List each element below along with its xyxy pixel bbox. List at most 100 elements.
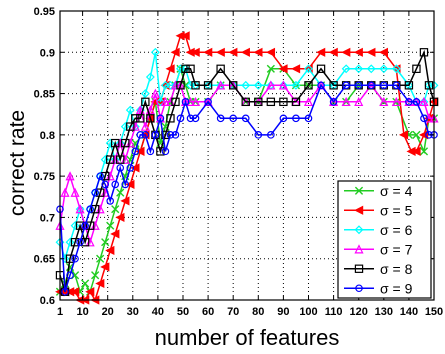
data-point-5-10 <box>106 155 115 164</box>
plot-frame <box>59 10 435 301</box>
data-point-6-32 <box>254 131 263 139</box>
data-point-3-35 <box>291 80 301 90</box>
data-point-3-14 <box>125 105 135 115</box>
y-tick-label-4: 0.8 <box>40 130 55 142</box>
data-point-6-31 <box>241 114 250 123</box>
data-point-5-35 <box>291 97 301 107</box>
data-point-3-13 <box>120 122 130 132</box>
x-tick-label-8: 80 <box>252 306 264 318</box>
data-point-5-3 <box>70 238 80 247</box>
x-tick-label-15: 150 <box>425 306 443 318</box>
x-tick-label-1: 10 <box>76 306 88 318</box>
data-point-2-6 <box>85 287 95 297</box>
data-point-6-35 <box>292 114 300 123</box>
legend-swatch-marker-3 <box>354 225 364 235</box>
legend-label-4: σ = 7 <box>380 241 413 257</box>
data-point-4-17 <box>140 121 150 131</box>
y-tick-label-1: 0.65 <box>34 254 55 266</box>
data-point-2-8 <box>95 278 105 289</box>
data-point-5-34 <box>279 97 288 107</box>
data-point-1-10 <box>106 221 115 230</box>
data-point-5-21 <box>161 130 170 140</box>
data-point-5-7 <box>90 204 100 214</box>
data-point-6-18 <box>146 147 155 156</box>
legend: σ = 4 σ = 5 σ = 6 σ = 7 σ = 8 σ = 9 <box>337 180 432 299</box>
data-point-5-45 <box>412 64 421 73</box>
data-point-4-1 <box>60 187 70 197</box>
data-point-5-44 <box>404 81 414 90</box>
data-point-1-5 <box>81 279 90 288</box>
data-point-6-22 <box>166 131 175 139</box>
data-point-4-46 <box>419 96 429 107</box>
data-point-5-30 <box>228 81 238 90</box>
x-tick-label-10: 100 <box>299 306 317 318</box>
data-point-5-23 <box>171 97 180 107</box>
data-point-5-38 <box>329 81 338 90</box>
legend-label-3: σ = 6 <box>380 222 413 238</box>
legend-swatch-marker-1 <box>354 186 364 195</box>
data-point-2-32 <box>253 47 263 57</box>
data-point-6-44 <box>405 98 413 106</box>
data-point-4-43 <box>391 96 401 107</box>
data-point-5-12 <box>116 155 125 164</box>
data-point-2-3 <box>70 287 80 297</box>
data-point-4-29 <box>216 80 226 90</box>
data-point-6-30 <box>229 114 237 123</box>
data-point-4-3 <box>70 187 80 197</box>
data-point-3-17 <box>140 89 150 99</box>
data-point-5-36 <box>304 81 313 90</box>
data-point-6-46 <box>420 114 428 123</box>
data-point-5-31 <box>241 97 250 107</box>
data-point-6-15 <box>131 147 140 156</box>
data-point-4-19 <box>150 88 160 98</box>
legend-entry-3: σ = 6 <box>344 222 413 238</box>
y-tick-label-7: 0.95 <box>34 6 55 18</box>
data-point-1-45 <box>412 130 421 139</box>
legend-swatch-marker-6 <box>355 284 363 293</box>
data-point-1-9 <box>101 238 110 247</box>
data-point-2-10 <box>105 245 115 256</box>
x-tick-label-2: 20 <box>102 306 114 318</box>
data-point-1-33 <box>266 64 275 73</box>
data-point-5-37 <box>316 64 326 73</box>
legend-entry-1: σ = 4 <box>344 183 413 199</box>
data-point-5-25 <box>181 64 190 73</box>
data-point-4-27 <box>190 96 201 107</box>
legend-entry-2: σ = 5 <box>344 202 413 218</box>
data-point-2-29 <box>215 47 225 57</box>
data-point-4-33 <box>266 80 276 90</box>
x-tick-label-3: 30 <box>127 306 139 318</box>
data-point-4-39 <box>341 96 351 107</box>
x-tick-label-11: 110 <box>325 306 343 318</box>
data-point-5-15 <box>131 114 140 123</box>
data-point-5-18 <box>146 114 155 123</box>
data-point-6-33 <box>267 131 275 139</box>
data-point-5-29 <box>216 64 225 73</box>
data-point-5-27 <box>191 81 200 90</box>
series-line-6 <box>59 83 434 292</box>
data-point-3-43 <box>391 64 401 74</box>
y-axis-label: correct rate <box>6 110 29 216</box>
data-point-6-17 <box>141 131 150 139</box>
data-point-5-20 <box>156 147 165 156</box>
data-point-1-8 <box>96 254 105 263</box>
data-point-5-4 <box>75 221 85 230</box>
data-point-3-39 <box>341 64 351 74</box>
data-point-3-3 <box>70 221 80 231</box>
legend-swatch-marker-5 <box>354 264 364 273</box>
series-6 <box>56 81 438 296</box>
y-tick-label-2: 0.7 <box>40 212 55 224</box>
data-point-4-40 <box>354 96 364 107</box>
data-point-4-34 <box>278 80 288 90</box>
data-point-5-13 <box>121 138 130 148</box>
x-tick-label-7: 70 <box>227 306 239 318</box>
data-point-5-22 <box>166 114 175 123</box>
data-point-3-32 <box>253 80 263 90</box>
data-point-2-11 <box>110 229 120 239</box>
data-point-2-35 <box>291 64 301 74</box>
data-point-5-33 <box>266 97 276 107</box>
data-point-2-33 <box>265 47 276 57</box>
tick-layer: 1 10 20 30 40 50 60 70 80 90 100 110 120 130 140 1500.6… <box>34 6 444 318</box>
data-point-3-36 <box>304 64 313 74</box>
axes-layer <box>59 10 435 301</box>
